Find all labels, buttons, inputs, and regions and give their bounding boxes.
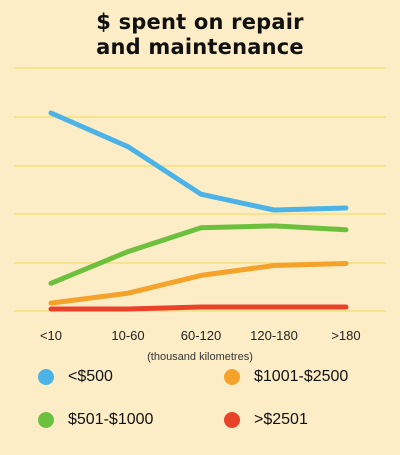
series-line-3 [48,304,349,312]
series-line-2 [48,261,349,306]
legend-label: <$500 [68,368,113,385]
legend-label: $1001-$2500 [254,368,349,385]
series-line-0 [48,110,349,213]
chart-title-line-1: $ spent on repair [96,10,304,34]
x-tick-label: 120-180 [250,328,298,343]
x-axis-label: (thousand kilometres) [147,351,253,363]
legend-label: >$2501 [254,411,308,428]
legend-label: $501-$1000 [68,411,154,428]
legend-item-under-500: <$500 [38,368,113,386]
legend-marker-icon [224,412,240,428]
chart-title-line-2: and maintenance [96,35,304,59]
legend: <$500 $1001-$2500 $501-$1000 >$2501 [0,368,400,438]
x-tick-label: >180 [331,328,360,343]
legend-marker-icon [224,369,240,385]
x-tick-label: 60-120 [181,328,221,343]
x-tick-label: <10 [40,328,62,343]
legend-item-1001-2500: $1001-$2500 [224,368,348,386]
legend-item-over-2501: >$2501 [224,411,308,429]
chart-title: $ spent on repair and maintenance [0,10,400,60]
line-chart: <10 10-60 60-120 120-180 >180 (thousand kilom… [14,67,386,363]
x-tick-label: 10-60 [111,328,144,343]
legend-marker-icon [38,369,54,385]
legend-item-501-1000: $501-$1000 [38,411,153,429]
series-line-1 [48,223,349,286]
legend-marker-icon [38,412,54,428]
